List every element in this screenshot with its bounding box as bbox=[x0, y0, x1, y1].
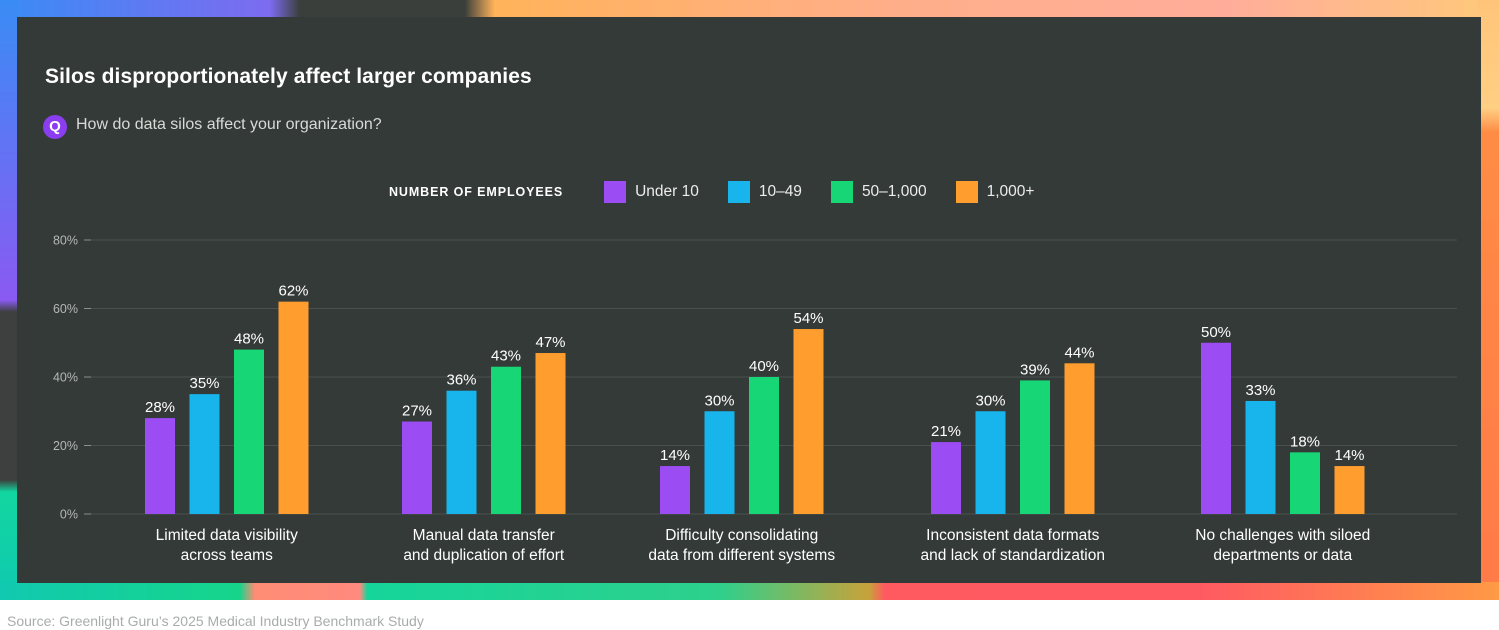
bar bbox=[704, 411, 735, 514]
bar bbox=[535, 353, 566, 514]
value-label: 30% bbox=[704, 392, 734, 409]
y-tick-label: 40% bbox=[53, 371, 78, 385]
value-label: 33% bbox=[1245, 382, 1275, 399]
value-label: 27% bbox=[402, 403, 432, 420]
legend-label: 50–1,000 bbox=[861, 183, 927, 200]
legend-item-under-10: Under 10 bbox=[604, 181, 699, 203]
bar bbox=[189, 394, 220, 514]
value-label: 14% bbox=[1334, 447, 1364, 464]
value-label: 54% bbox=[793, 310, 823, 327]
legend-item-1000-plus: 1,000+ bbox=[955, 181, 1035, 203]
bar bbox=[1334, 466, 1365, 514]
frame-right-edge bbox=[1477, 0, 1499, 600]
bar bbox=[446, 390, 477, 514]
category-label: departments or data bbox=[1213, 547, 1352, 564]
bar bbox=[402, 421, 432, 514]
y-tick-label: 20% bbox=[53, 439, 78, 453]
legend-item-10-49: 10–49 bbox=[727, 181, 802, 203]
y-tick-label: 60% bbox=[53, 302, 78, 316]
chart-panel: Silos disproportionately affect larger c… bbox=[17, 17, 1481, 583]
category-label: No challenges with siloed bbox=[1195, 527, 1370, 544]
legend-swatch bbox=[604, 181, 627, 203]
value-label: 36% bbox=[446, 372, 476, 389]
value-label: 40% bbox=[749, 358, 779, 375]
category-label: across teams bbox=[181, 547, 273, 564]
value-label: 39% bbox=[1020, 361, 1050, 378]
value-label: 48% bbox=[234, 331, 264, 348]
value-label: 28% bbox=[145, 399, 175, 416]
value-label: 44% bbox=[1064, 344, 1094, 361]
legend-title: NUMBER OF EMPLOYEES bbox=[389, 185, 564, 199]
legend-label: 1,000+ bbox=[986, 183, 1035, 200]
value-label: 30% bbox=[975, 392, 1005, 409]
bar bbox=[491, 366, 521, 514]
value-label: 47% bbox=[535, 334, 565, 351]
value-label: 18% bbox=[1290, 433, 1320, 450]
category-label: and duplication of effort bbox=[403, 547, 565, 564]
category-label: data from different systems bbox=[648, 547, 835, 564]
value-label: 21% bbox=[931, 423, 961, 440]
bar bbox=[749, 377, 779, 514]
value-label: 35% bbox=[189, 375, 219, 392]
category-label: and lack of standardization bbox=[921, 547, 1105, 564]
legend-swatch bbox=[727, 181, 750, 203]
bar bbox=[931, 442, 961, 514]
bar bbox=[1064, 363, 1095, 514]
bar bbox=[793, 329, 824, 514]
chart-title: Silos disproportionately affect larger c… bbox=[45, 65, 532, 88]
value-label: 62% bbox=[278, 283, 308, 300]
legend-swatch bbox=[955, 181, 978, 203]
category-label: Difficulty consolidating bbox=[665, 527, 818, 544]
value-label: 50% bbox=[1201, 324, 1231, 341]
bar bbox=[1201, 342, 1231, 514]
category-label: Manual data transfer bbox=[413, 527, 555, 544]
bar bbox=[278, 301, 309, 514]
question-icon: Q bbox=[43, 115, 67, 139]
bar bbox=[145, 418, 175, 514]
bar bbox=[1290, 452, 1320, 514]
legend-label: Under 10 bbox=[635, 183, 699, 200]
bar bbox=[234, 349, 264, 514]
value-label: 14% bbox=[660, 447, 690, 464]
category-label: Limited data visibility bbox=[156, 527, 298, 544]
source-note: Source: Greenlight Guru’s 2025 Medical I… bbox=[7, 613, 424, 629]
legend-label: 10–49 bbox=[758, 183, 802, 200]
chart-question: How do data silos affect your organizati… bbox=[76, 116, 382, 133]
frame-left-edge bbox=[0, 0, 20, 600]
bar bbox=[1245, 400, 1276, 514]
bar bbox=[660, 466, 690, 514]
bar bbox=[1020, 380, 1050, 514]
value-label: 43% bbox=[491, 348, 521, 365]
bar bbox=[975, 411, 1006, 514]
category-label: Inconsistent data formats bbox=[926, 527, 1099, 544]
y-tick-label: 0% bbox=[60, 508, 78, 522]
y-tick-label: 80% bbox=[53, 234, 78, 248]
legend: NUMBER OF EMPLOYEES Under 10 10–49 50–1,… bbox=[389, 181, 1063, 203]
frame-bottom-edge bbox=[0, 582, 1499, 600]
legend-swatch bbox=[830, 181, 853, 203]
legend-item-50-1000: 50–1,000 bbox=[830, 181, 927, 203]
bar-chart: 0% 20% 40% 60% 80% 28% 27% 14% 21% 50% 35% 36% 30% 30… bbox=[53, 234, 1457, 564]
